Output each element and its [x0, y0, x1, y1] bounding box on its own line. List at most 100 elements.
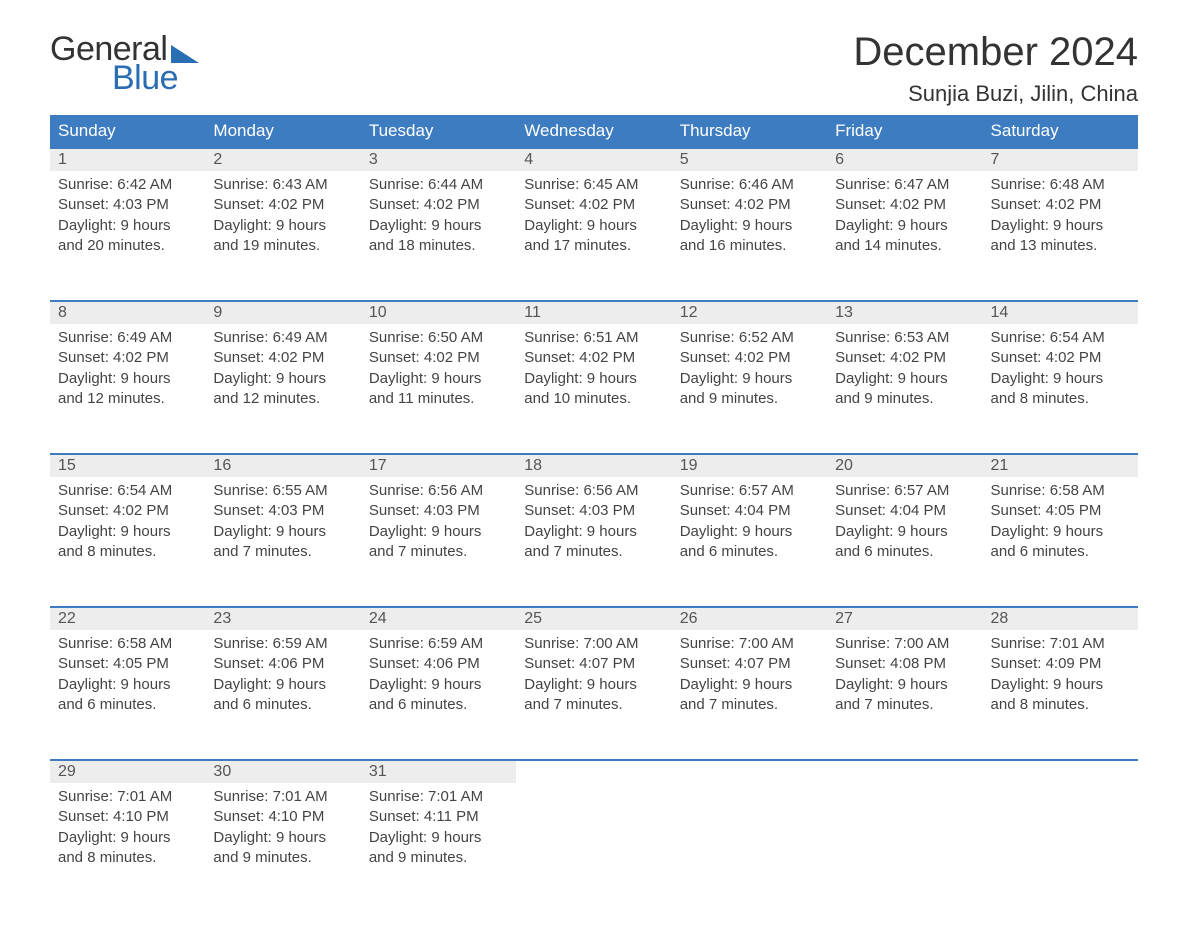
day-day1: Daylight: 9 hours: [680, 522, 819, 542]
day-sunrise: Sunrise: 6:57 AM: [835, 481, 974, 501]
day-sunrise: Sunrise: 6:51 AM: [524, 328, 663, 348]
day-number-cell: 12: [672, 301, 827, 324]
day-body-cell: Sunrise: 6:43 AMSunset: 4:02 PMDaylight:…: [205, 171, 360, 301]
day-day1: Daylight: 9 hours: [213, 216, 352, 236]
day-number-cell: 26: [672, 607, 827, 630]
day-sunrise: Sunrise: 6:59 AM: [369, 634, 508, 654]
day-number-cell: 30: [205, 760, 360, 783]
day-sunrise: Sunrise: 6:52 AM: [680, 328, 819, 348]
day-day1: Daylight: 9 hours: [369, 522, 508, 542]
day-sunrise: Sunrise: 6:55 AM: [213, 481, 352, 501]
day-body-cell: Sunrise: 6:57 AMSunset: 4:04 PMDaylight:…: [827, 477, 982, 607]
day-number-cell: 4: [516, 148, 671, 171]
day-day2: and 20 minutes.: [58, 236, 197, 256]
day-body-cell: Sunrise: 6:54 AMSunset: 4:02 PMDaylight:…: [50, 477, 205, 607]
day-sunset: Sunset: 4:05 PM: [991, 501, 1130, 521]
day-day2: and 7 minutes.: [524, 695, 663, 715]
day-body-cell: Sunrise: 6:56 AMSunset: 4:03 PMDaylight:…: [361, 477, 516, 607]
day-body-cell: Sunrise: 7:01 AMSunset: 4:10 PMDaylight:…: [50, 783, 205, 913]
week-body-row: Sunrise: 6:54 AMSunset: 4:02 PMDaylight:…: [50, 477, 1138, 607]
day-day1: Daylight: 9 hours: [835, 369, 974, 389]
day-number-cell: 3: [361, 148, 516, 171]
page-header: General Blue December 2024 Sunjia Buzi, …: [50, 30, 1138, 107]
day-body-cell: Sunrise: 7:00 AMSunset: 4:07 PMDaylight:…: [516, 630, 671, 760]
day-number-cell: 17: [361, 454, 516, 477]
day-sunrise: Sunrise: 6:59 AM: [213, 634, 352, 654]
day-sunset: Sunset: 4:02 PM: [991, 195, 1130, 215]
day-day1: Daylight: 9 hours: [213, 675, 352, 695]
day-day1: Daylight: 9 hours: [680, 675, 819, 695]
day-sunrise: Sunrise: 6:46 AM: [680, 175, 819, 195]
day-body-cell: Sunrise: 6:49 AMSunset: 4:02 PMDaylight:…: [205, 324, 360, 454]
month-title: December 2024: [853, 30, 1138, 75]
day-number-cell: 6: [827, 148, 982, 171]
week-number-row: 1234567: [50, 148, 1138, 171]
day-day2: and 6 minutes.: [213, 695, 352, 715]
day-number-cell: 31: [361, 760, 516, 783]
day-sunrise: Sunrise: 6:54 AM: [991, 328, 1130, 348]
day-body-cell: Sunrise: 6:57 AMSunset: 4:04 PMDaylight:…: [672, 477, 827, 607]
day-sunset: Sunset: 4:03 PM: [58, 195, 197, 215]
day-day1: Daylight: 9 hours: [58, 828, 197, 848]
day-day1: Daylight: 9 hours: [58, 675, 197, 695]
day-day2: and 7 minutes.: [213, 542, 352, 562]
day-sunrise: Sunrise: 6:58 AM: [991, 481, 1130, 501]
day-day2: and 17 minutes.: [524, 236, 663, 256]
day-sunrise: Sunrise: 6:56 AM: [524, 481, 663, 501]
week-body-row: Sunrise: 6:49 AMSunset: 4:02 PMDaylight:…: [50, 324, 1138, 454]
day-sunrise: Sunrise: 7:00 AM: [680, 634, 819, 654]
day-sunrise: Sunrise: 6:58 AM: [58, 634, 197, 654]
day-body-cell: Sunrise: 6:49 AMSunset: 4:02 PMDaylight:…: [50, 324, 205, 454]
day-body-cell: Sunrise: 7:01 AMSunset: 4:10 PMDaylight:…: [205, 783, 360, 913]
day-sunrise: Sunrise: 7:01 AM: [369, 787, 508, 807]
day-body-cell: Sunrise: 6:44 AMSunset: 4:02 PMDaylight:…: [361, 171, 516, 301]
day-sunset: Sunset: 4:06 PM: [213, 654, 352, 674]
day-day2: and 7 minutes.: [680, 695, 819, 715]
day-sunset: Sunset: 4:02 PM: [991, 348, 1130, 368]
day-body-cell: [672, 783, 827, 913]
day-day2: and 8 minutes.: [58, 542, 197, 562]
day-sunset: Sunset: 4:02 PM: [524, 348, 663, 368]
day-number-cell: 10: [361, 301, 516, 324]
logo-word2: Blue: [112, 59, 199, 98]
day-number-cell: 1: [50, 148, 205, 171]
day-sunrise: Sunrise: 6:53 AM: [835, 328, 974, 348]
day-body-cell: Sunrise: 6:58 AMSunset: 4:05 PMDaylight:…: [983, 477, 1138, 607]
day-day1: Daylight: 9 hours: [991, 522, 1130, 542]
day-sunset: Sunset: 4:04 PM: [680, 501, 819, 521]
day-day2: and 8 minutes.: [991, 695, 1130, 715]
day-number-cell: 8: [50, 301, 205, 324]
day-day1: Daylight: 9 hours: [991, 369, 1130, 389]
day-body-cell: [983, 783, 1138, 913]
day-day2: and 6 minutes.: [991, 542, 1130, 562]
day-sunset: Sunset: 4:06 PM: [369, 654, 508, 674]
week-body-row: Sunrise: 6:58 AMSunset: 4:05 PMDaylight:…: [50, 630, 1138, 760]
day-sunset: Sunset: 4:09 PM: [991, 654, 1130, 674]
week-body-row: Sunrise: 7:01 AMSunset: 4:10 PMDaylight:…: [50, 783, 1138, 913]
day-day1: Daylight: 9 hours: [524, 675, 663, 695]
day-sunrise: Sunrise: 6:48 AM: [991, 175, 1130, 195]
day-day2: and 11 minutes.: [369, 389, 508, 409]
day-day1: Daylight: 9 hours: [369, 369, 508, 389]
day-day1: Daylight: 9 hours: [369, 828, 508, 848]
day-header-row: SundayMondayTuesdayWednesdayThursdayFrid…: [50, 115, 1138, 148]
day-day2: and 16 minutes.: [680, 236, 819, 256]
day-day1: Daylight: 9 hours: [835, 216, 974, 236]
day-body-cell: Sunrise: 6:46 AMSunset: 4:02 PMDaylight:…: [672, 171, 827, 301]
day-sunrise: Sunrise: 6:49 AM: [213, 328, 352, 348]
day-day2: and 8 minutes.: [991, 389, 1130, 409]
day-body-cell: Sunrise: 6:58 AMSunset: 4:05 PMDaylight:…: [50, 630, 205, 760]
day-body-cell: Sunrise: 6:56 AMSunset: 4:03 PMDaylight:…: [516, 477, 671, 607]
day-number-cell: 22: [50, 607, 205, 630]
day-number-cell: 5: [672, 148, 827, 171]
day-number-cell: 14: [983, 301, 1138, 324]
day-body-cell: Sunrise: 6:45 AMSunset: 4:02 PMDaylight:…: [516, 171, 671, 301]
day-body-cell: Sunrise: 6:52 AMSunset: 4:02 PMDaylight:…: [672, 324, 827, 454]
calendar-table: SundayMondayTuesdayWednesdayThursdayFrid…: [50, 115, 1138, 913]
day-header: Friday: [827, 115, 982, 148]
day-number-cell: 20: [827, 454, 982, 477]
day-sunrise: Sunrise: 6:47 AM: [835, 175, 974, 195]
day-number-cell: 9: [205, 301, 360, 324]
day-day2: and 7 minutes.: [369, 542, 508, 562]
day-number-cell: [983, 760, 1138, 783]
